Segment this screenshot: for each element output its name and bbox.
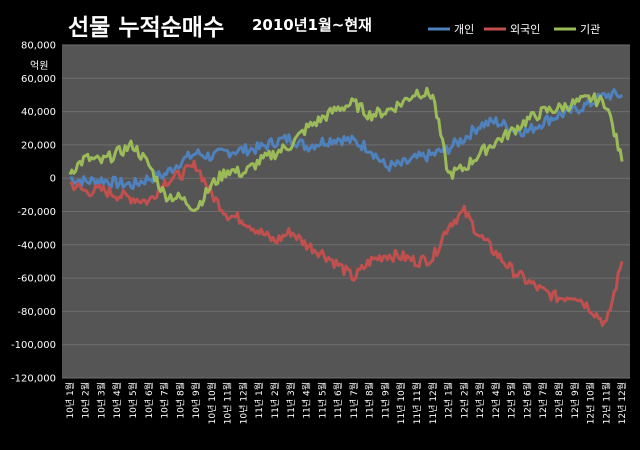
x-tick-label: 10년 5월 [127, 382, 139, 419]
x-tick-label: 12년 2월 [458, 382, 470, 419]
series-line-individual [69, 88, 624, 191]
x-tick-label: 12년 3월 [474, 382, 486, 419]
x-tick-label: 10년 2월 [80, 382, 92, 419]
x-tick-label: 11년 10월 [395, 382, 407, 424]
legend-label: 기관 [580, 23, 600, 36]
x-tick-label: 11년 2월 [269, 382, 281, 419]
x-tick-label: 12년 1월 [443, 382, 455, 419]
x-tick-label: 12년 9월 [569, 382, 581, 419]
x-tick-label: 12년 12월 [616, 382, 628, 424]
x-tick-label: 10년 3월 [95, 382, 107, 419]
x-tick-label: 12년 4월 [490, 382, 502, 419]
y-axis-unit-label: 억원 [30, 61, 49, 72]
x-tick-label: 12년 6월 [521, 382, 533, 419]
y-tick-label: -20,000 [17, 207, 56, 218]
series-line-institution [68, 86, 624, 213]
gridlines [62, 44, 630, 379]
y-tick-label: 60,000 [21, 74, 56, 85]
x-tick-label: 11년 5월 [316, 382, 328, 419]
y-tick-label: 40,000 [21, 107, 56, 118]
y-axis-ticks: 80,000 60,000 40,000 20,000 0 -20,000 -40,000 -… [11, 41, 56, 385]
y-tick-label: -100,000 [11, 340, 56, 351]
y-tick-label: -40,000 [17, 240, 56, 251]
x-tick-label: 10년 12월 [237, 382, 249, 424]
x-tick-label: 11년 3월 [285, 382, 297, 419]
x-tick-label: 10년 6월 [143, 382, 155, 419]
y-tick-label: -120,000 [11, 374, 56, 385]
x-tick-label: 11년 11월 [411, 382, 423, 424]
x-tick-label: 10년 8월 [174, 382, 186, 419]
y-tick-label: -60,000 [17, 274, 56, 285]
x-tick-label: 10년 9월 [190, 382, 202, 419]
legend-label: 외국인 [510, 23, 540, 36]
y-tick-label: 80,000 [21, 41, 56, 52]
x-tick-label: 11년 4월 [301, 382, 313, 419]
x-tick-label: 12년 5월 [506, 382, 518, 419]
legend-label: 개인 [454, 23, 474, 36]
y-tick-label: -80,000 [17, 307, 56, 318]
series-lines [68, 86, 624, 327]
x-tick-label: 11년 1월 [253, 382, 265, 419]
x-tick-label: 10년 4월 [111, 382, 123, 419]
x-tick-label: 11년 6월 [332, 382, 344, 419]
x-tick-label: 12년 10월 [585, 382, 597, 424]
x-tick-label: 12년 7월 [537, 382, 549, 419]
x-tick-label: 10년 1월 [64, 382, 76, 419]
x-tick-label: 11년 9월 [379, 382, 391, 419]
x-tick-label: 10년 10월 [206, 382, 218, 424]
x-tick-label: 10년 11월 [222, 382, 234, 424]
y-tick-label: 0 [50, 174, 56, 185]
legend: 개인 외국인 기관 [428, 23, 600, 36]
chart-subtitle: 2010년1월~현재 [252, 16, 372, 34]
chart-title: 선물 누적순매수 [68, 15, 225, 41]
x-tick-label: 11년 12월 [427, 382, 439, 424]
x-axis-ticks: 10년 1월 10년 2월 10년 3월 10년 4월 10년 5월 10년 6월 10년 … [64, 382, 628, 424]
x-tick-label: 12년 8월 [553, 382, 565, 419]
x-tick-label: 12년 11월 [600, 382, 612, 424]
y-tick-label: 20,000 [21, 140, 56, 151]
x-tick-label: 11년 7월 [348, 382, 360, 419]
x-tick-label: 11년 8월 [364, 382, 376, 419]
x-tick-label: 10년 7월 [159, 382, 171, 419]
